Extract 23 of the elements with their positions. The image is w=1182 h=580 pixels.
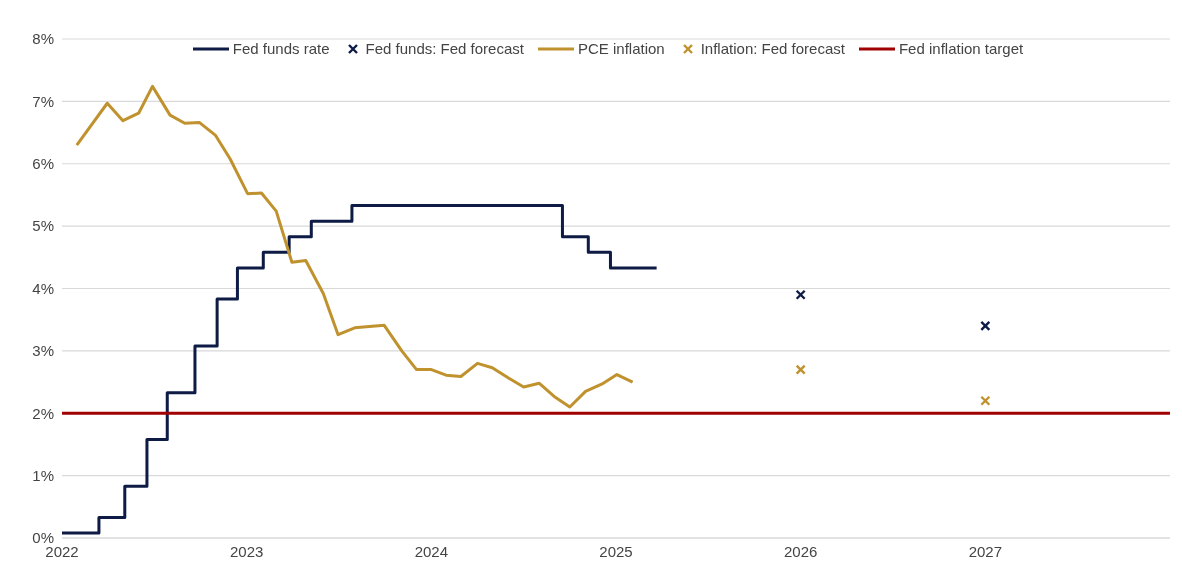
- y-tick-label: 2%: [32, 404, 54, 422]
- x-tick-label: 2027: [968, 542, 1003, 560]
- x-tick-label: 2025: [599, 542, 633, 560]
- y-tick-label: 1%: [32, 466, 54, 484]
- y-tick-label: 5%: [32, 217, 54, 235]
- y-tick-label: 7%: [32, 92, 54, 110]
- point: [980, 320, 991, 332]
- legend-label: Fed funds rate: [232, 40, 330, 57]
- point: [980, 395, 991, 406]
- x-tick-label: 2024: [414, 542, 449, 560]
- line-series: [75, 84, 635, 409]
- legend-label: Fed funds: Fed forecast: [365, 40, 524, 57]
- x-tick-label: 2023: [229, 542, 264, 560]
- legend-label: PCE inflation: [577, 40, 665, 57]
- y-tick-label: 8%: [32, 30, 54, 48]
- y-tick-label: 3%: [32, 342, 54, 360]
- y-tick-label: 6%: [32, 155, 54, 173]
- x-tick-label: 2026: [783, 542, 818, 560]
- legend-label: Inflation: Fed forecast: [700, 40, 845, 57]
- point: [795, 364, 806, 375]
- y-tick-label: 4%: [32, 279, 54, 297]
- point: [795, 289, 806, 300]
- legend-label: Fed inflation target: [898, 40, 1024, 57]
